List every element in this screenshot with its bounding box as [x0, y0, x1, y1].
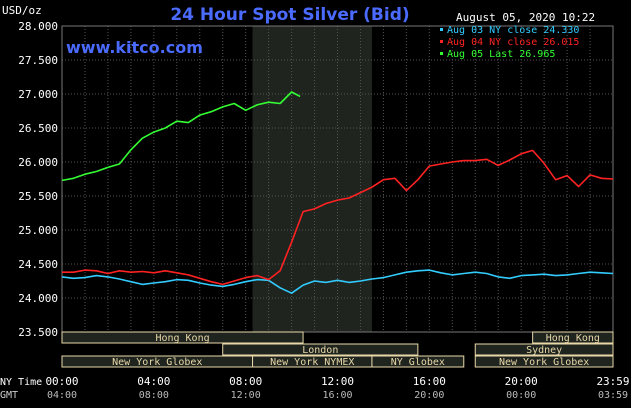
watermark-logo: www.kitco.com [66, 38, 203, 57]
chart-timestamp: August 05, 2020 10:22 [456, 11, 595, 24]
price-series [61, 91, 614, 295]
y-tick-label: 26.500 [18, 122, 58, 135]
session-label: London [302, 345, 338, 356]
y-tick-label: 28.000 [18, 20, 58, 33]
session-label: New York Globex [112, 357, 202, 368]
session-bar [371, 355, 465, 368]
legend-swatch [440, 28, 443, 31]
x-tick-label-gmt: 08:00 [139, 390, 169, 401]
x-tick-label-ny: 12:00 [321, 375, 354, 388]
gmt-label: GMT [0, 390, 18, 401]
y-unit-label: USD/oz [2, 4, 42, 17]
x-tick-label-ny: 16:00 [413, 375, 446, 388]
y-tick-label: 24.500 [18, 258, 58, 271]
session-bar [61, 331, 304, 344]
y-tick-label: 26.000 [18, 156, 58, 169]
grid-lines [62, 25, 613, 333]
x-tick-label-ny: 20:00 [505, 375, 538, 388]
session-bar [222, 343, 419, 356]
x-tick-label-ny: 00:00 [45, 375, 78, 388]
legend-entry: Aug 04 NY close 26.015 [447, 37, 579, 48]
x-tick-label-ny: 04:00 [137, 375, 170, 388]
y-tick-label: 23.500 [18, 326, 58, 339]
x-tick-label-ny: 08:00 [229, 375, 262, 388]
session-label: New York Globex [499, 357, 589, 368]
legend-swatch [440, 52, 443, 55]
y-tick-label: 27.500 [18, 54, 58, 67]
session-label: NY Globex [391, 357, 445, 368]
session-bar [474, 355, 614, 368]
ny-time-label: NY Time [0, 377, 42, 388]
x-tick-label-gmt: 04:00 [47, 390, 77, 401]
x-tick-label-gmt: 03:59 [598, 390, 628, 401]
series-line-3 [61, 91, 301, 182]
x-tick-label-gmt: 00:00 [506, 390, 536, 401]
chart-title: 24 Hour Spot Silver (Bid) [170, 5, 409, 25]
x-tick-label-gmt: 16:00 [322, 390, 352, 401]
session-label: Hong Kong [546, 333, 600, 344]
y-tick-label: 24.000 [18, 292, 58, 305]
nymex-session-highlight [252, 26, 372, 332]
y-tick-label: 25.500 [18, 190, 58, 203]
x-tick-label-ny: 23:59 [596, 375, 629, 388]
x-tick-label-gmt: 20:00 [414, 390, 444, 401]
legend-entry: Aug 03 NY close 24.330 [447, 25, 579, 36]
y-axis-ticks: 23.500 24.000 24.500 25.000 25.500 26.000 26.5… [18, 20, 58, 339]
y-tick-label: 27.000 [18, 88, 58, 101]
series-line-2 [62, 149, 614, 286]
session-label: New York NYMEX [270, 357, 354, 368]
session-bar [532, 331, 614, 344]
series-line-1 [61, 269, 614, 295]
session-label: Sydney [526, 345, 562, 356]
legend-entry: Aug 05 Last 26.965 [447, 49, 555, 60]
session-bar [474, 343, 614, 356]
session-label: Hong Kong [155, 333, 209, 344]
y-tick-label: 25.000 [18, 224, 58, 237]
legend-swatch [440, 40, 443, 43]
x-axis-ticks: 00:00 04:00 08:00 12:00 16:00 20:00 23:59 04:00… [45, 375, 629, 401]
x-tick-label-gmt: 12:00 [231, 390, 261, 401]
